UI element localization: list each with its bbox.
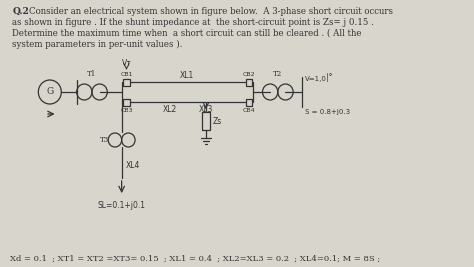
Text: G: G <box>46 88 54 96</box>
Bar <box>123 99 130 105</box>
Text: CB4: CB4 <box>243 108 255 112</box>
Text: CB3: CB3 <box>120 108 133 112</box>
Text: CB2: CB2 <box>243 72 255 77</box>
Bar <box>123 78 130 85</box>
Text: Xd = 0.1  ; XT1 = XT2 =XT3= 0.15  ; XL1 = 0.4  ; XL2=XL3 = 0.2  ; XL4=0.1; M = 8: Xd = 0.1 ; XT1 = XT2 =XT3= 0.15 ; XL1 = … <box>9 255 380 263</box>
Text: Consider an electrical system shown in figure below.  A 3-phase short circuit oc: Consider an electrical system shown in f… <box>29 7 393 16</box>
Text: XL3: XL3 <box>199 104 213 113</box>
Text: Zs: Zs <box>213 116 222 125</box>
Bar <box>246 99 253 105</box>
Text: Determine the maximum time when  a short circuit can still be cleared . ( All th: Determine the maximum time when a short … <box>12 29 362 38</box>
Text: SL=0.1+j0.1: SL=0.1+j0.1 <box>98 201 146 210</box>
Text: V=1,0: V=1,0 <box>305 76 327 82</box>
Bar <box>202 112 210 130</box>
Text: system parameters in per-unit values ).: system parameters in per-unit values ). <box>12 40 183 49</box>
Text: as shown in figure . If the shunt impedance at  the short-circuit point is Zs= j: as shown in figure . If the shunt impeda… <box>12 18 374 27</box>
Text: XL4: XL4 <box>126 162 140 171</box>
Text: T2: T2 <box>273 70 283 78</box>
Text: XL1: XL1 <box>180 70 194 80</box>
Text: T1: T1 <box>87 70 97 78</box>
Bar <box>246 78 253 85</box>
Text: T3: T3 <box>100 136 109 144</box>
Text: S = 0.8+j0.3: S = 0.8+j0.3 <box>305 109 350 115</box>
Text: |°: |° <box>326 73 332 81</box>
Text: XL2: XL2 <box>163 104 177 113</box>
Text: CB1: CB1 <box>120 72 133 77</box>
Text: Q.2: Q.2 <box>12 7 29 16</box>
Text: Vт: Vт <box>122 60 131 69</box>
